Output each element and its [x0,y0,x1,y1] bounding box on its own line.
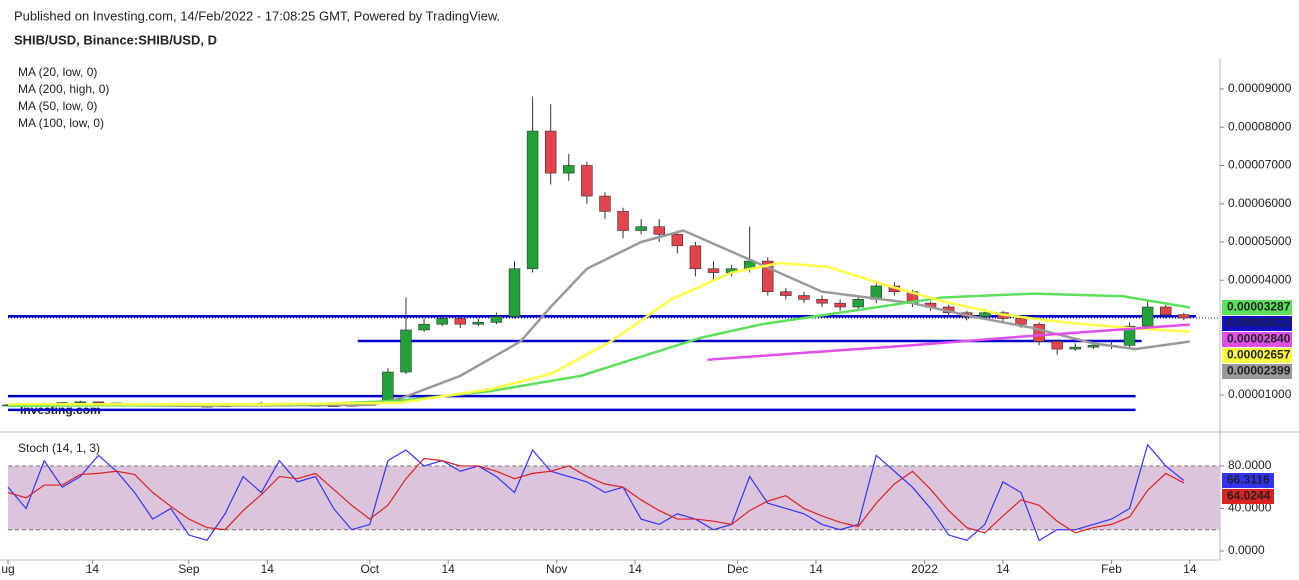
candle-body [472,322,485,325]
stoch-title: Stoch (14, 1, 3) [18,441,100,455]
y-tick-label: 40.0000 [1228,501,1272,515]
stoch-label-bg [1222,488,1274,504]
stoch-band [8,465,1220,530]
candle-body [689,245,702,270]
x-tick-label: 14 [809,562,823,576]
symbol-title: SHIB/USD, Binance:SHIB/USD, D [14,32,217,47]
published-note: Published on Investing.com, 14/Feb/2022 … [14,8,500,23]
x-tick-label: Feb [1101,562,1122,576]
price-label: 0.00002657 [1227,348,1291,362]
stoch-label-bg [1222,472,1274,488]
x-tick-label: 14 [628,562,642,576]
candle-body [780,291,792,296]
candle-body [1051,341,1063,350]
price-label-bg [1222,332,1292,348]
candle-body [454,318,466,325]
price-label: 0.00002399 [1227,364,1291,378]
candle-body [707,268,720,273]
y-tick-label: 0.00005000 [1228,234,1292,248]
candle-body [653,226,665,235]
candle-body [382,371,394,404]
stoch-label: 66.3116 [1227,473,1270,487]
candle-body [74,401,87,404]
moving-average [707,323,1190,362]
candle-body [563,165,575,174]
candle-body [671,234,684,247]
candle-body [490,316,503,323]
candle-body [1087,344,1100,348]
x-tick-label: Nov [546,562,567,576]
candle-body [436,318,448,325]
price-label-bg [1222,316,1292,332]
price-label-bg [1222,300,1292,316]
x-tick-label: 14 [86,562,100,576]
x-tick-label: Oct [360,562,379,576]
x-tick-label: ug [1,562,14,576]
y-tick-label: 0.00001000 [1228,387,1292,401]
candle-body [581,165,593,197]
price-label: 0.00003012 [1227,316,1291,330]
candle-body [1160,306,1172,315]
candle-body [418,323,430,331]
candle-body [599,195,611,212]
price-label: 0.00003287 [1227,300,1291,314]
x-tick-label: Dec [727,562,748,576]
moving-average [7,292,1191,407]
candle-body [635,226,647,231]
x-tick-label: 14 [996,562,1010,576]
x-tick-label: Sep [178,562,200,576]
candle-body [526,130,539,270]
y-tick-label: 0.00004000 [1228,272,1292,286]
candle-body [1069,346,1082,350]
legend-entry: MA (200, high, 0) [18,82,109,96]
legend-entry: MA (20, low, 0) [18,65,97,79]
candle-body [979,312,991,317]
y-tick-label: 0.00006000 [1228,196,1292,210]
candle-body [400,329,412,373]
price-label-bg [1222,364,1292,380]
stoch-label: 64.0244 [1227,489,1271,503]
candle-body [1178,314,1190,319]
stoch-line [7,443,1185,542]
candle-body [852,299,864,308]
candle-body [1141,306,1154,327]
moving-average [7,261,1190,406]
candle-body [92,401,105,404]
legend-entry: MA (100, low, 0) [18,116,104,130]
x-tick-label: 14 [1183,562,1197,576]
candle-body [1123,325,1136,346]
candle-body [834,302,846,308]
x-tick-label: 14 [441,562,455,576]
candle-body [508,268,521,317]
price-label-bg [1222,348,1292,364]
y-tick-label: 0.0000 [1228,543,1265,557]
stoch-line [7,457,1185,534]
candle-body [1033,323,1045,342]
price-label: 0.00002840 [1227,332,1291,346]
candle-body [544,130,557,174]
y-tick-label: 0.00008000 [1228,119,1292,133]
candle-body [798,295,810,300]
candle-body [816,299,828,304]
x-tick-label: 2022 [911,562,938,576]
x-tick-label: 14 [261,562,275,576]
y-tick-label: 0.00007000 [1228,158,1292,172]
y-tick-label: 80.0000 [1228,458,1272,472]
candle-body [1015,318,1027,325]
legend-entry: MA (50, low, 0) [18,99,97,113]
candle-body [617,211,629,231]
candle-body [762,260,774,293]
y-tick-label: 0.00009000 [1228,81,1292,95]
